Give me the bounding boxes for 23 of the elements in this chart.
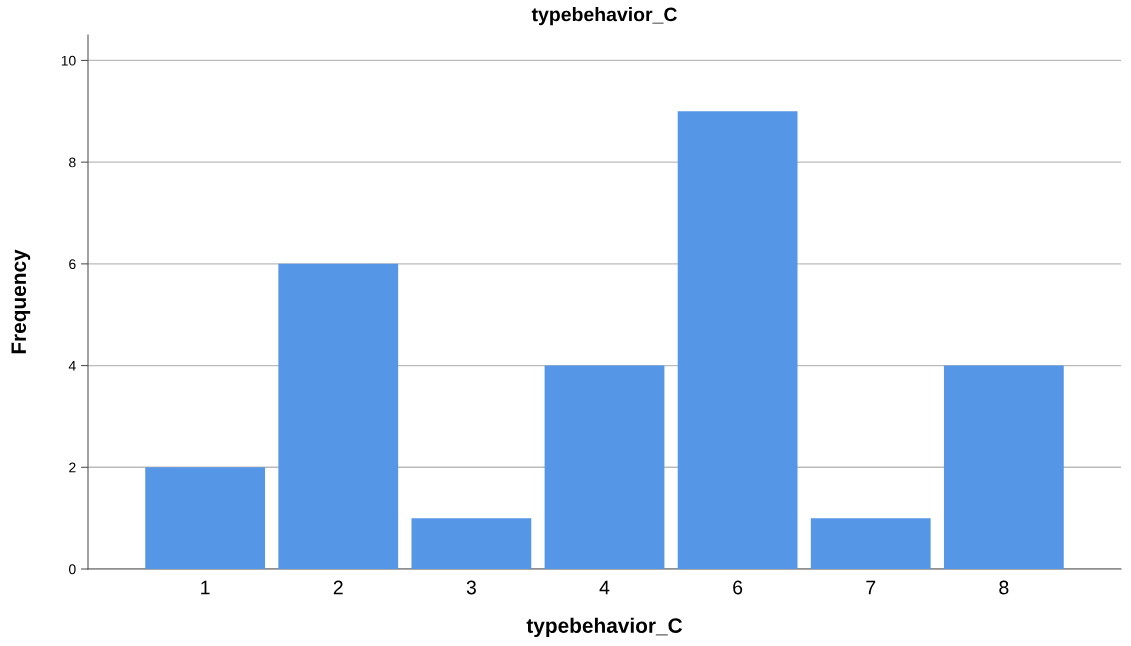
chart-title: typebehavior_C: [531, 7, 677, 26]
y-tick-label: 0: [69, 564, 76, 575]
x-tick-label: 4: [599, 580, 610, 595]
bar: [411, 518, 532, 569]
y-tick-label: 6: [69, 259, 76, 270]
bar: [145, 467, 266, 569]
x-tick-label: 2: [333, 580, 343, 595]
y-tick-label: 10: [61, 55, 76, 66]
x-tick-label: 7: [866, 580, 876, 595]
x-tick-label: 3: [466, 580, 476, 595]
x-tick-label: 1: [201, 580, 210, 595]
bar: [810, 518, 931, 569]
y-tick-label: 8: [69, 157, 76, 168]
bar: [677, 111, 798, 569]
y-axis-title: Frequency: [11, 249, 31, 354]
y-tick-label: 2: [69, 462, 76, 473]
y-tick-label: 4: [68, 361, 76, 371]
bar: [278, 263, 399, 569]
x-axis-title: typebehavior_C: [526, 617, 683, 638]
x-tick-label: 6: [733, 580, 743, 595]
bar: [943, 365, 1064, 569]
bar: [544, 365, 665, 569]
x-tick-label: 8: [999, 580, 1009, 595]
